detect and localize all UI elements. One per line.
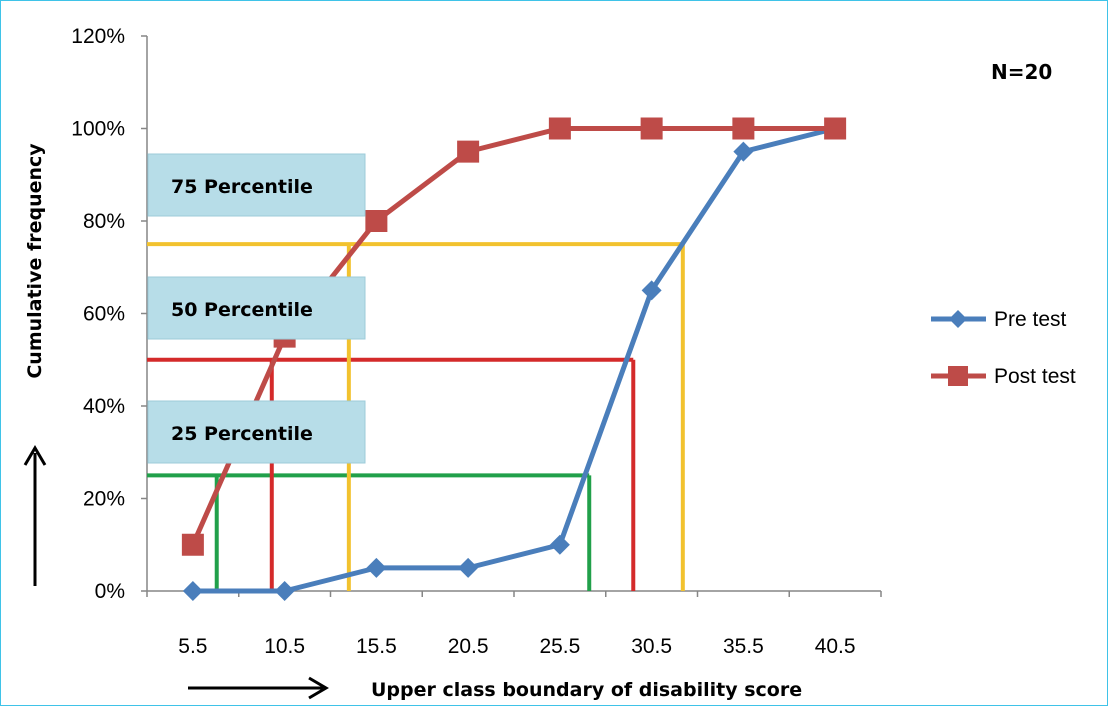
x-tick-label: 35.5 xyxy=(723,635,764,658)
legend-label: Post test xyxy=(994,365,1076,388)
x-tick-label: 20.5 xyxy=(448,635,489,658)
y-tick-label: 20% xyxy=(83,488,125,511)
y-axis-title: Cumulative frequency xyxy=(24,143,46,379)
data-point xyxy=(640,117,663,140)
y-tick-label: 0% xyxy=(95,580,125,603)
percentile-lines xyxy=(147,242,685,591)
data-point xyxy=(733,141,754,162)
x-tick-label: 5.5 xyxy=(178,635,207,658)
legend: Pre test Post test xyxy=(931,308,1076,388)
y-axis-arrow xyxy=(23,445,47,586)
percentile-box xyxy=(147,153,366,217)
percentile-box xyxy=(147,276,366,340)
series-line xyxy=(192,126,836,594)
x-tick-label: 30.5 xyxy=(631,635,672,658)
legend-label: Pre test xyxy=(994,308,1067,331)
data-point xyxy=(366,557,387,578)
data-point xyxy=(457,140,480,163)
data-point xyxy=(641,280,662,301)
percentile-boxes: 75 Percentile 50 Percentile 25 Percentile xyxy=(147,153,366,464)
data-point xyxy=(274,581,295,601)
percentile-box-label: 50 Percentile xyxy=(171,299,313,321)
data-point xyxy=(732,117,755,140)
legend-marker xyxy=(949,310,967,328)
data-point xyxy=(549,534,570,555)
data-point xyxy=(181,533,204,556)
percentile-box-label: 25 Percentile xyxy=(171,423,313,445)
x-tick-label: 40.5 xyxy=(815,635,856,658)
data-point xyxy=(365,210,388,232)
y-tick-label: 80% xyxy=(83,210,125,233)
percentile-box-label: 75 Percentile xyxy=(171,176,313,198)
y-tick-labels: 0% 20% 40% 60% 80% 100% 120% xyxy=(71,25,125,603)
data-point xyxy=(548,117,571,140)
legend-marker xyxy=(948,366,968,386)
data-point xyxy=(824,117,847,140)
data-point xyxy=(182,581,203,601)
sample-size-label: N=20 xyxy=(991,60,1052,84)
x-tick-labels: 5.5 10.5 15.5 20.5 25.5 30.5 35.5 40.5 xyxy=(178,635,855,658)
x-tick-label: 15.5 xyxy=(356,635,397,658)
x-axis-arrow xyxy=(188,676,329,700)
percentile-box xyxy=(147,400,366,464)
data-point xyxy=(458,557,479,578)
y-tick-label: 100% xyxy=(71,118,125,141)
y-tick-label: 60% xyxy=(83,303,125,326)
y-tick-label: 120% xyxy=(71,25,125,48)
x-axis-title: Upper class boundary of disability score xyxy=(371,679,802,701)
x-tick-label: 10.5 xyxy=(264,635,305,658)
x-tick-label: 25.5 xyxy=(539,635,580,658)
y-tick-label: 40% xyxy=(83,395,125,418)
